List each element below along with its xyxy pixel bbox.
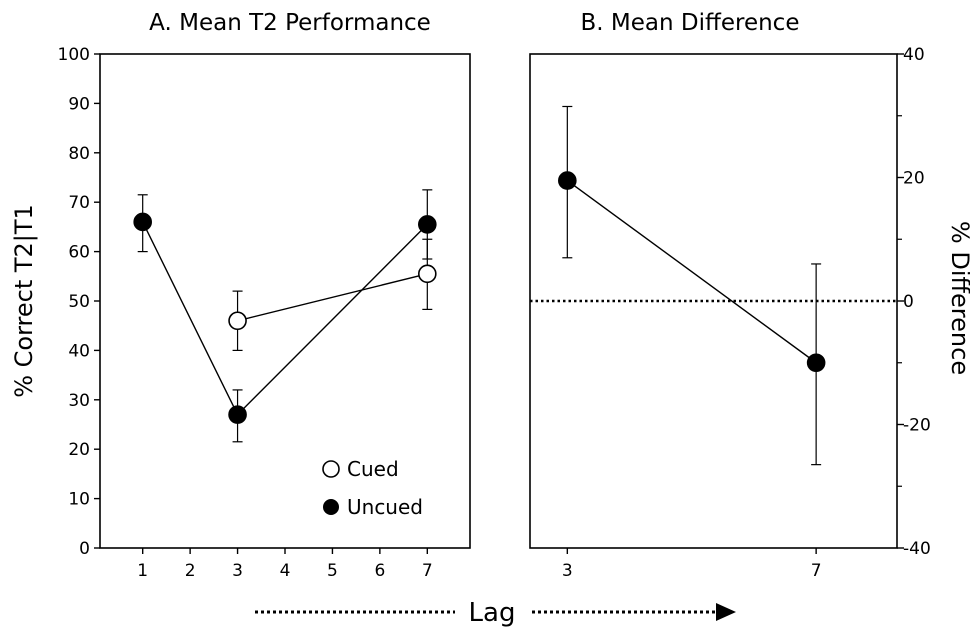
panel-a-legend: Cued Uncued — [322, 457, 423, 519]
x-tick-label: 5 — [327, 561, 338, 581]
y-tick-label: -20 — [903, 416, 931, 436]
x-tick-label: 7 — [811, 561, 822, 581]
x-tick-label: 7 — [422, 561, 433, 581]
lag-footer: Lag — [255, 598, 736, 628]
y-tick-label: 0 — [79, 539, 90, 559]
y-tick-label: -40 — [903, 539, 931, 559]
x-tick-label: 1 — [137, 561, 148, 581]
x-tick-label: 3 — [562, 561, 573, 581]
panel-b-title: B. Mean Difference — [581, 10, 800, 36]
panel-b: B. Mean Difference % Difference -40 -20 0 2… — [529, 10, 970, 581]
x-tick-label: 4 — [280, 561, 291, 581]
y-tick-label: 40 — [68, 341, 90, 361]
y-tick-label: 40 — [903, 45, 925, 65]
lag-label: Lag — [469, 598, 516, 628]
panel-a-y-axis-label: % Correct T2|T1 — [10, 204, 38, 398]
y-tick-label: 90 — [68, 94, 90, 114]
legend-label-cued: Cued — [347, 457, 399, 481]
y-tick-label: 20 — [68, 440, 90, 460]
difference-point — [806, 353, 826, 373]
panel-a-plot — [133, 189, 437, 443]
lag-arrow-head-icon — [716, 603, 736, 621]
legend-marker-cued — [322, 460, 340, 478]
legend-marker-uncued — [323, 499, 339, 515]
y-tick-label: 10 — [68, 490, 90, 510]
y-tick-label: 30 — [68, 391, 90, 411]
panel-a-frame — [99, 53, 471, 549]
panel-b-plot — [530, 105, 897, 466]
y-tick-label: 100 — [58, 45, 90, 65]
panel-a: A. Mean T2 Performance % Correct T2|T1 0… — [10, 10, 471, 581]
y-tick-label: 50 — [68, 292, 90, 312]
uncued-series-line — [142, 221, 428, 416]
legend-label-uncued: Uncued — [347, 495, 423, 519]
uncued-point — [418, 215, 437, 234]
cued-point — [228, 311, 247, 331]
uncued-point — [228, 405, 247, 424]
y-tick-label: 20 — [903, 169, 925, 189]
cued-point — [418, 264, 437, 284]
panel-a-axes: 0 10 20 30 40 50 60 70 80 90 100 1 2 3 4 5 6 7 — [58, 45, 433, 581]
difference-point — [558, 171, 577, 190]
cued-series-line — [237, 273, 428, 322]
y-tick-label: 80 — [68, 144, 90, 164]
difference-series-line — [566, 180, 817, 364]
x-tick-label: 2 — [185, 561, 196, 581]
y-tick-label: 0 — [903, 292, 914, 312]
y-tick-label: 70 — [68, 193, 90, 213]
panel-a-title: A. Mean T2 Performance — [149, 10, 431, 36]
uncued-point — [133, 212, 152, 232]
x-tick-label: 6 — [374, 561, 385, 581]
x-tick-label: 3 — [232, 561, 243, 581]
panel-b-y-axis-label: % Difference — [946, 221, 970, 375]
panel-b-axes: -40 -20 0 20 40 3 7 — [562, 45, 931, 581]
y-tick-label: 60 — [68, 243, 90, 263]
